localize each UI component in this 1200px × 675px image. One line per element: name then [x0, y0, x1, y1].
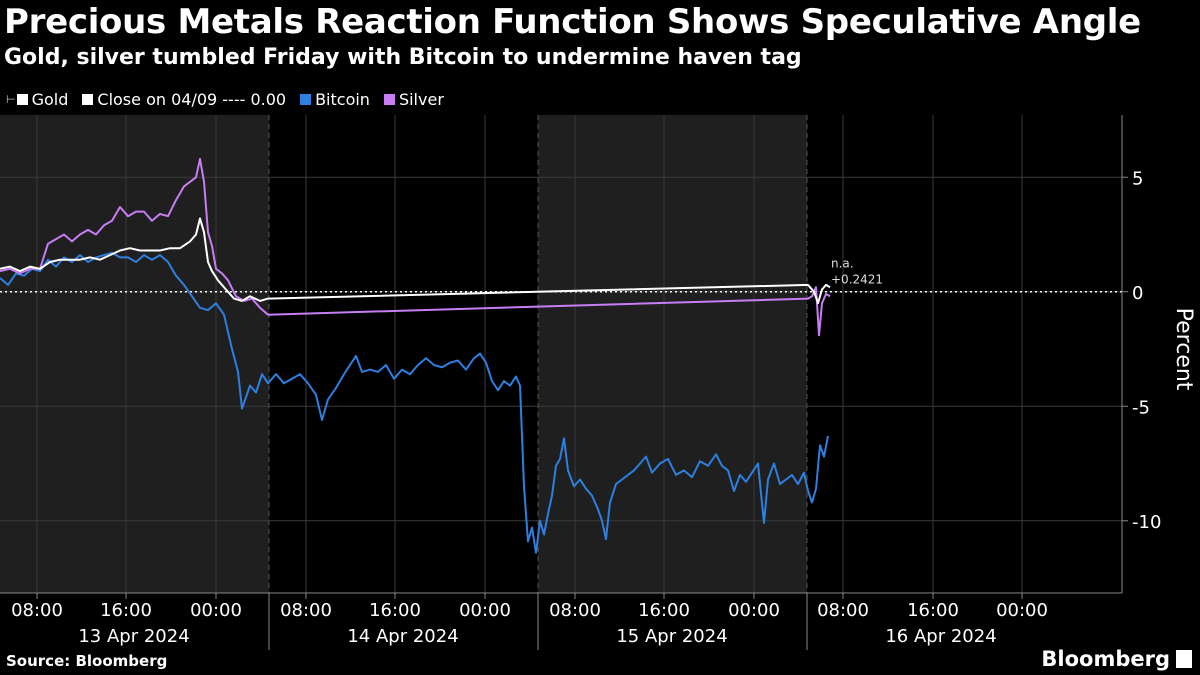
legend-item-gold: ⊢ Gold: [6, 90, 68, 109]
brand-name: Bloomberg: [1041, 647, 1170, 671]
chart-subtitle: Gold, silver tumbled Friday with Bitcoin…: [4, 45, 802, 70]
y-tick-label: 5: [1132, 168, 1143, 189]
legend-label-silver: Silver: [398, 90, 444, 109]
day-band: [0, 115, 269, 593]
chart-legend: ⊢ Gold Close on 04/09 ---- 0.00 Bitcoin …: [6, 90, 458, 109]
x-date-label: 14 Apr 2024: [347, 626, 458, 647]
legend-swatch-close: [82, 94, 94, 105]
series-line-gold: [0, 217, 831, 305]
legend-label-bitcoin: Bitcoin: [315, 90, 370, 109]
legend-item-bitcoin: Bitcoin: [300, 90, 370, 109]
x-tick-label: 00:00: [190, 600, 242, 621]
legend-item-silver: Silver: [383, 90, 444, 109]
series-line-silver: [0, 157, 831, 337]
x-tick-label: 08:00: [280, 600, 332, 621]
brand-mark-icon: [1176, 650, 1192, 668]
source-note: Source: Bloomberg: [6, 652, 168, 670]
x-tick-label: 00:00: [459, 600, 511, 621]
legend-item-close: Close on 04/09 ---- 0.00: [82, 90, 286, 109]
legend-handle-icon: ⊢: [6, 93, 16, 106]
x-tick-label: 16:00: [100, 600, 152, 621]
x-date-label: 13 Apr 2024: [78, 626, 189, 647]
legend-label-close: Close on 04/09 ---- 0.00: [97, 90, 287, 109]
x-tick-label: 16:00: [638, 600, 690, 621]
y-tick-label: -5: [1132, 397, 1150, 418]
day-band: [538, 115, 807, 593]
legend-swatch-gold: [16, 94, 28, 105]
x-tick-label: 08:00: [549, 600, 601, 621]
x-tick-label: 16:00: [907, 600, 959, 621]
chart-title: Precious Metals Reaction Function Shows …: [4, 2, 1141, 42]
x-tick-label: 08:00: [817, 600, 869, 621]
line-chart: 5 0 -5 -10 Percent n.a. +0.2421 08:00 16:00 00:00…: [0, 115, 1196, 650]
x-tick-label: 08:00: [11, 600, 63, 621]
annotation-na: n.a.: [831, 257, 854, 271]
series-line-bitcoin: [0, 251, 829, 554]
y-tick-label: -10: [1132, 512, 1161, 533]
annotation-value: +0.2421: [831, 273, 883, 287]
bloomberg-logo: Bloomberg: [1041, 647, 1192, 671]
x-tick-label: 16:00: [369, 600, 421, 621]
x-date-label: 16 Apr 2024: [885, 626, 996, 647]
legend-label-gold: Gold: [31, 90, 69, 109]
y-tick-label: 0: [1132, 283, 1143, 304]
legend-swatch-bitcoin: [300, 94, 312, 105]
y-axis-label: Percent: [1171, 308, 1196, 391]
x-tick-label: 00:00: [728, 600, 780, 621]
x-date-label: 15 Apr 2024: [616, 626, 727, 647]
x-tick-label: 00:00: [996, 600, 1048, 621]
legend-swatch-silver: [383, 94, 395, 105]
